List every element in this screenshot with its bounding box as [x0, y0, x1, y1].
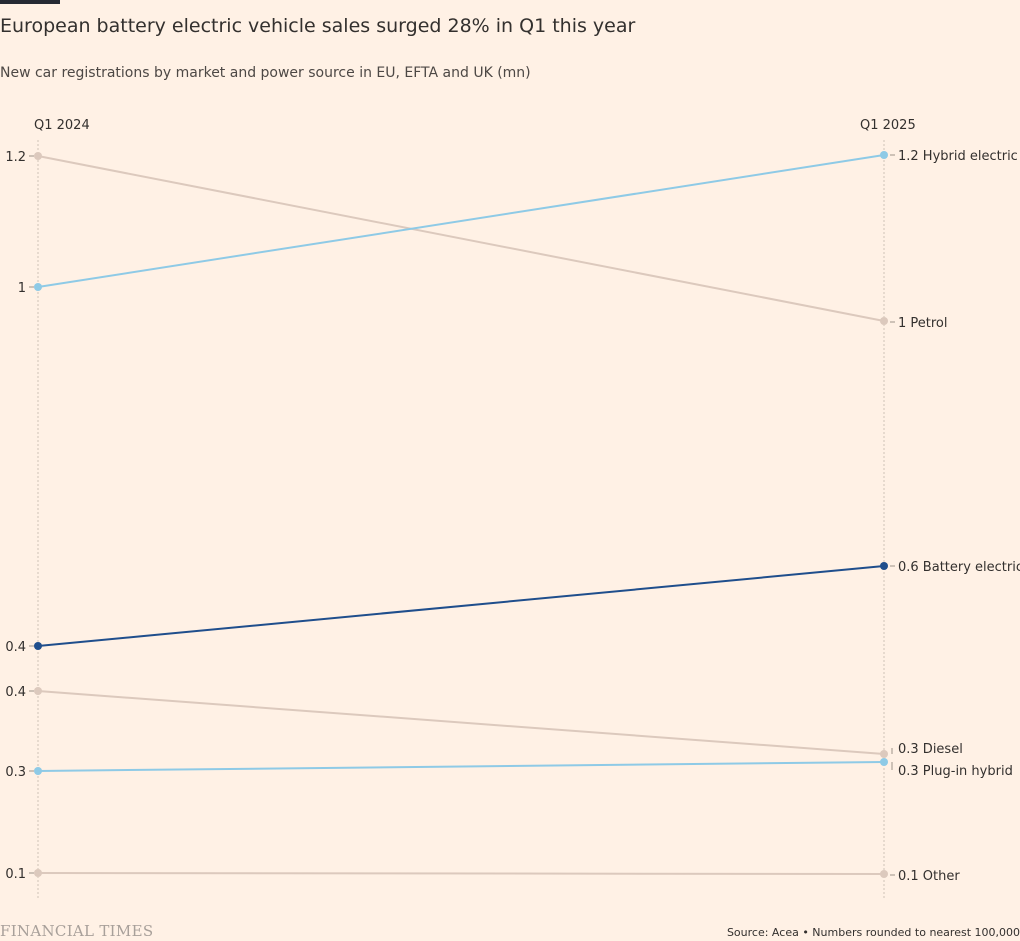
left-value-label-diesel: 0.4: [5, 685, 26, 700]
point-right-battery-electric: [880, 562, 888, 570]
right-label-plug-in-hybrid: 0.3 Plug-in hybrid: [898, 764, 1013, 779]
left-value-label-plug-in-hybrid: 0.3: [5, 765, 26, 780]
right-label-hybrid-electric: 1.2 Hybrid electric: [898, 149, 1018, 164]
point-left-diesel: [34, 687, 42, 695]
point-left-other: [34, 869, 42, 877]
right-label-battery-electric: 0.6 Battery electric: [898, 560, 1020, 575]
right-label-petrol: 1 Petrol: [898, 316, 948, 331]
point-right-diesel: [880, 750, 888, 758]
left-value-label-petrol: 1.2: [5, 150, 26, 165]
point-right-plug-in-hybrid: [880, 758, 888, 766]
series-line-plug-in-hybrid: [37, 761, 885, 772]
point-left-plug-in-hybrid: [34, 767, 42, 775]
series-layer: 1 1.2 Hybrid electric 1.2 1 Petrol 0.4 0.6 Ba…: [5, 149, 1020, 884]
point-right-hybrid-electric: [880, 151, 888, 159]
period-label-left: Q1 2024: [34, 118, 90, 133]
series-line-battery-electric: [37, 565, 885, 647]
chart-title: European battery electric vehicle sales …: [0, 15, 636, 37]
period-label-right: Q1 2025: [860, 118, 916, 133]
right-label-diesel: 0.3 Diesel: [898, 742, 963, 757]
point-left-battery-electric: [34, 642, 42, 650]
series-line-hybrid-electric: [37, 154, 885, 288]
source-note: Source: Acea • Numbers rounded to neares…: [726, 926, 1020, 939]
brand-top-bar: [0, 0, 60, 4]
point-right-petrol: [880, 317, 888, 325]
ft-logo: FINANCIAL TIMES: [0, 922, 154, 940]
chart-subtitle: New car registrations by market and powe…: [0, 65, 531, 81]
series-line-diesel: [37, 690, 885, 755]
right-label-other: 0.1 Other: [898, 869, 960, 884]
point-left-petrol: [34, 152, 42, 160]
left-value-label-hybrid-electric: 1: [18, 281, 26, 296]
point-right-other: [880, 870, 888, 878]
series-line-other: [37, 872, 885, 875]
left-value-label-other: 0.1: [5, 867, 26, 882]
point-left-hybrid-electric: [34, 283, 42, 291]
left-value-label-battery-electric: 0.4: [5, 640, 26, 655]
series-line-petrol: [37, 155, 885, 322]
